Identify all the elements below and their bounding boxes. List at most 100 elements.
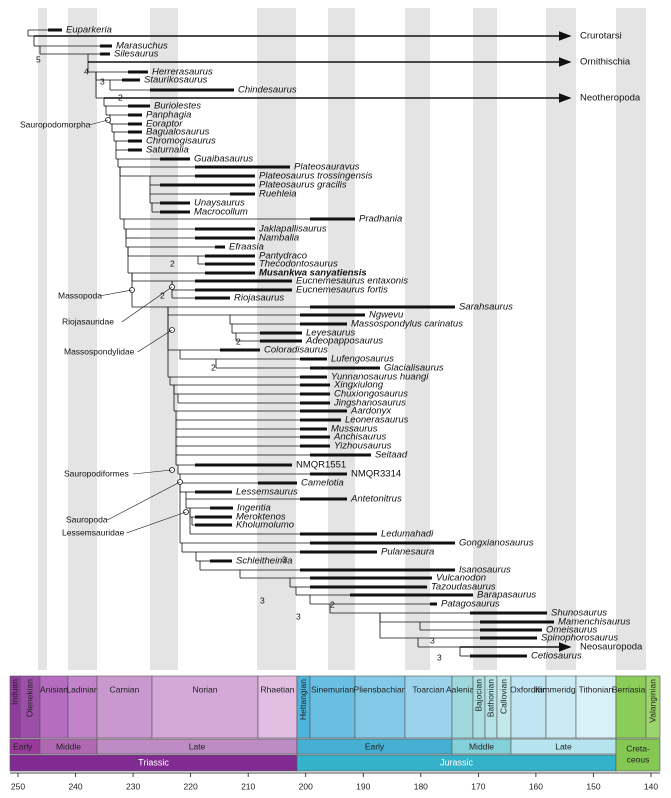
stage-label: Bathonian <box>485 679 495 718</box>
taxon-label: Eoraptor <box>146 119 183 130</box>
clade-label: Riojasauridae <box>62 316 114 326</box>
epoch-label: Late <box>555 741 572 751</box>
taxon-label: Guaibasaurus <box>194 154 253 165</box>
taxon-label: Ingentia <box>237 503 271 514</box>
period-label: Triassic <box>138 757 169 767</box>
node-support: 3 <box>260 595 265 605</box>
taxon-label: Plateosaurus gracilis <box>259 180 347 191</box>
taxon-label: Musankwa sanyatiensis <box>259 268 367 279</box>
time-band <box>150 8 178 670</box>
taxon-label: NMQR1551 <box>296 460 346 471</box>
node-support: 2 <box>236 336 241 346</box>
node-support: 2 <box>170 258 175 268</box>
taxon-label: Ledumahadi <box>381 529 434 540</box>
stage-label: Pliensbachian <box>354 684 407 694</box>
stage-box <box>151 675 259 739</box>
taxon-label: Cetiosaurus <box>531 651 582 662</box>
stage-label: Induan <box>9 679 19 705</box>
time-band <box>257 8 296 670</box>
taxon-label: Meroktenos <box>236 512 286 523</box>
taxon-label: Sarahsaurus <box>459 302 513 313</box>
lineage-label: Neosauropoda <box>580 642 643 653</box>
clade-leader <box>88 119 109 126</box>
taxon-label: Euparkeria <box>66 25 112 36</box>
clade-label: Sauropodiformes <box>64 468 129 478</box>
stage-label: Anisian <box>40 684 68 694</box>
taxon-label: Gongxianosaurus <box>459 538 534 549</box>
period-label: Jurassic <box>440 757 474 767</box>
taxon-label: Lufengosaurus <box>331 354 394 365</box>
epoch-label: Early <box>13 741 33 751</box>
taxon-label: Herrerasaurus <box>152 67 213 78</box>
axis-tick-label: 240 <box>68 781 82 791</box>
lineage-label: Neotheropoda <box>580 93 641 104</box>
node-support: 2 <box>160 290 165 300</box>
taxon-label: Barapasaurus <box>477 590 536 601</box>
stage-label: Norian <box>192 684 217 694</box>
node-support: 2 <box>118 92 123 102</box>
node-support: 2 <box>330 599 335 609</box>
taxon-label: Leonerasaurus <box>345 415 409 426</box>
axis-tick-label: 140 <box>644 781 658 791</box>
stage-label: Sinemurian <box>311 684 354 694</box>
taxon-label: Tazoudasaurus <box>431 582 496 593</box>
node-support: 3 <box>430 635 435 645</box>
taxon-label: Antetonitrus <box>350 494 402 505</box>
taxon-label: Adeopapposaurus <box>305 336 383 347</box>
period-label: ceous <box>627 754 650 764</box>
taxon-label: NMQR3314 <box>351 469 401 480</box>
taxon-label: Camelotia <box>301 478 344 489</box>
clade-label: Massopoda <box>58 290 102 300</box>
taxon-label: Chromogisaurus <box>146 136 216 147</box>
period-box <box>615 738 661 772</box>
stage-label: Callovian <box>498 679 508 714</box>
axis-tick-label: 230 <box>126 781 140 791</box>
axis-tick-label: 150 <box>586 781 600 791</box>
taxon-label: Chindesaurus <box>238 85 297 96</box>
period-label: Creta- <box>626 743 650 753</box>
taxon-label: Omeisaurus <box>546 625 597 636</box>
taxon-label: Nambalia <box>259 233 299 244</box>
taxon-label: Aardonyx <box>350 406 392 417</box>
taxon-label: Coloradisaurus <box>264 345 328 356</box>
stage-label: Rhaetian <box>260 684 294 694</box>
node-support: 3 <box>296 611 301 621</box>
stage-label: Toarcian <box>412 684 444 694</box>
taxon-label: Macrocollum <box>194 207 248 218</box>
taxon-label: Riojasaurus <box>234 293 284 304</box>
taxon-label: Ruehleia <box>259 189 297 200</box>
taxon-label: Silesaurus <box>114 49 159 60</box>
taxon-label: Shunosaurus <box>551 608 607 619</box>
taxon-label: Mamenchisaurus <box>558 617 631 628</box>
time-band <box>473 8 497 670</box>
taxon-label: Glacialisaurus <box>384 363 444 374</box>
taxon-label: Chuxiongosaurus <box>334 389 408 400</box>
taxon-label: Spinophorosaurus <box>541 633 618 644</box>
stage-box <box>257 675 298 739</box>
taxon-label: Eucnemesaurus entaxonis <box>296 276 408 287</box>
node-support: 3 <box>282 554 287 564</box>
taxon-label: Staurikosaurus <box>144 75 208 86</box>
stage-label: Aalenian <box>446 684 479 694</box>
clade-leader <box>121 286 173 323</box>
epoch-label: Early <box>365 741 385 751</box>
stage-box <box>354 675 406 739</box>
stage-label: Kimmeridgian <box>535 684 587 694</box>
epoch-label: Middle <box>469 741 494 751</box>
stage-label: Tithonian <box>579 684 614 694</box>
taxon-label: Buriolestes <box>154 101 201 112</box>
taxon-label: Panphagia <box>146 110 191 121</box>
lineage-label: Ornithischia <box>580 57 631 68</box>
node-support: 4 <box>84 66 89 76</box>
taxon-label: Anchisaurus <box>333 432 387 443</box>
stage-box <box>575 675 617 739</box>
stage-box <box>404 675 453 739</box>
axis-tick-label: 190 <box>356 781 370 791</box>
time-band <box>328 8 355 670</box>
taxon-label: Mussaurus <box>331 424 378 435</box>
taxon-label: Yizhousaurus <box>334 441 392 452</box>
taxon-label: Leyesaurus <box>306 328 355 339</box>
stage-box <box>510 675 547 739</box>
taxon-label: Seitaad <box>375 450 408 461</box>
epoch-label: Middle <box>56 741 81 751</box>
